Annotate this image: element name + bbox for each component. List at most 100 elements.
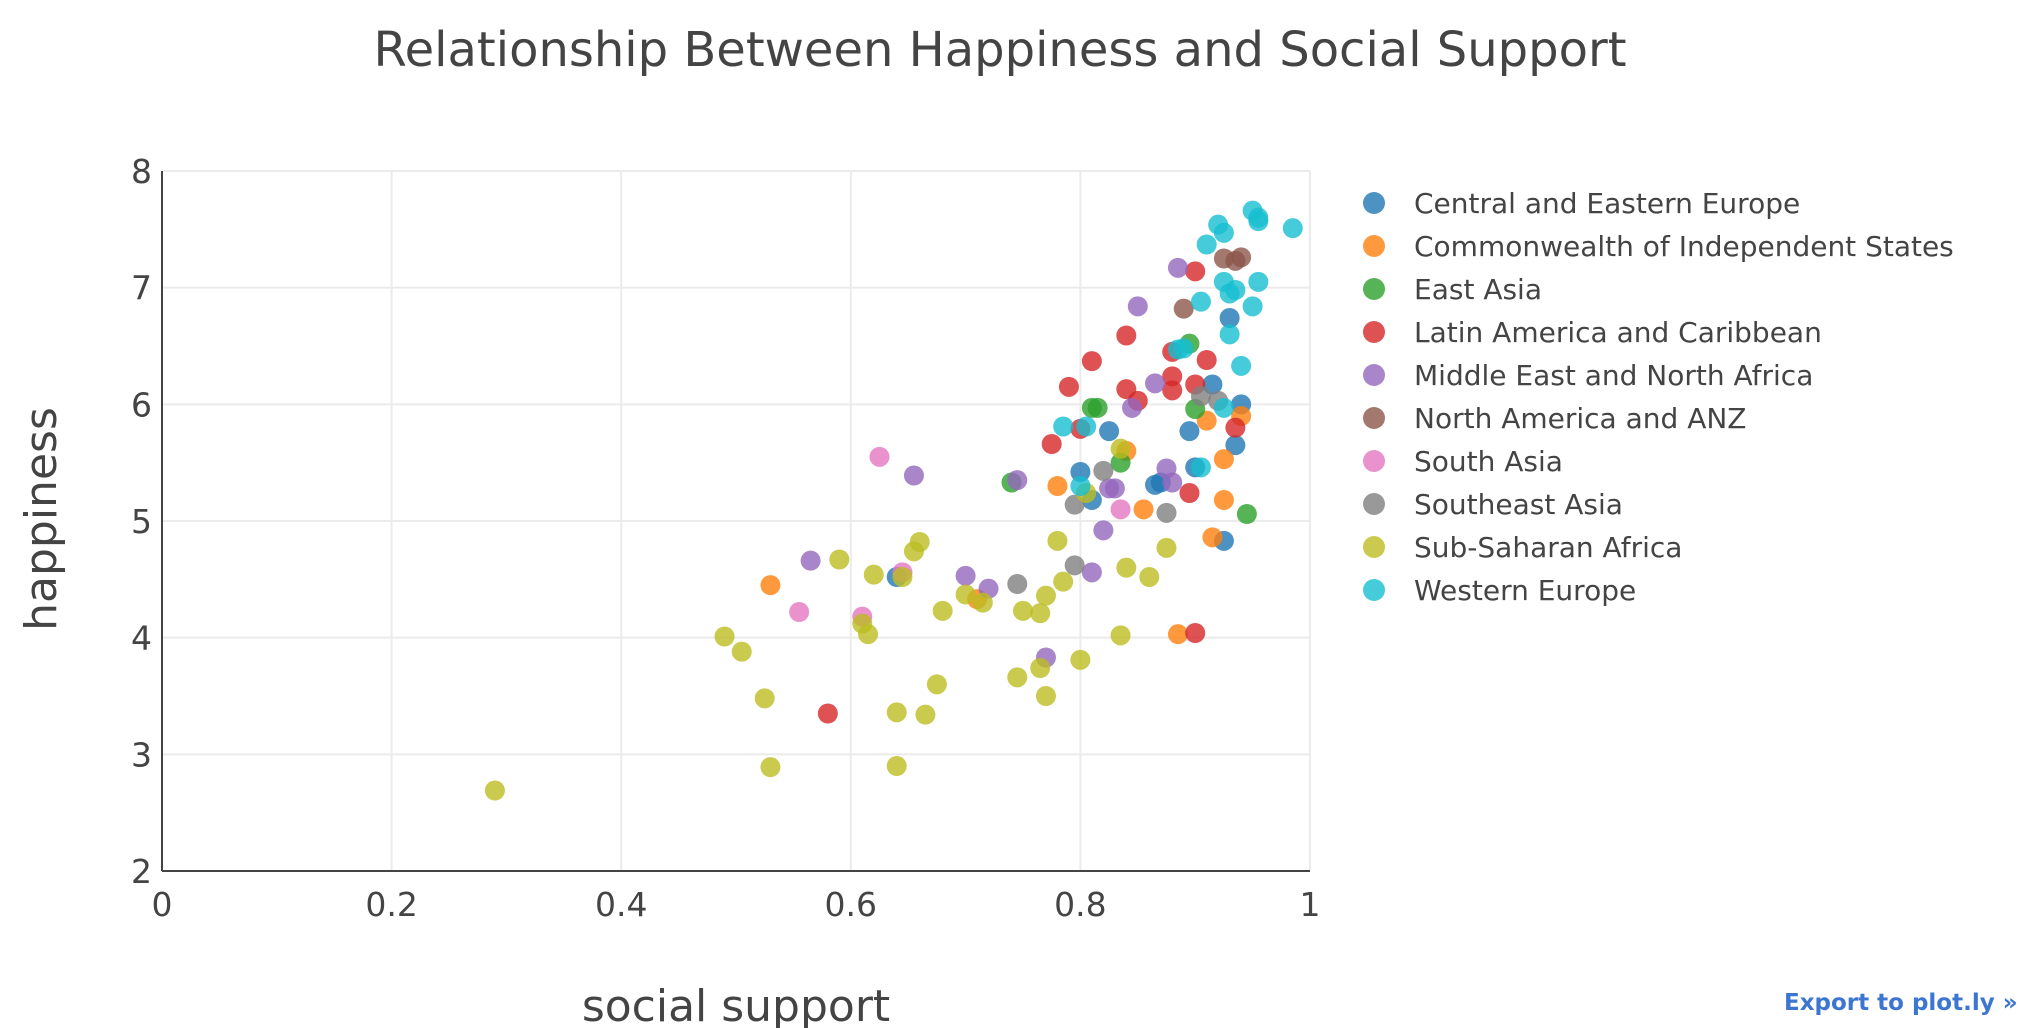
- data-point[interactable]: [1190, 386, 1211, 407]
- data-point[interactable]: [1087, 397, 1108, 418]
- data-point[interactable]: [1179, 483, 1200, 503]
- data-point[interactable]: [1041, 434, 1062, 454]
- data-point[interactable]: [1058, 376, 1079, 397]
- data-point[interactable]: [1116, 325, 1137, 346]
- data-point[interactable]: [1213, 222, 1234, 243]
- data-point[interactable]: [1219, 324, 1240, 345]
- legend-item[interactable]: East Asia: [1363, 273, 1542, 306]
- data-point[interactable]: [1156, 502, 1177, 523]
- legend-item[interactable]: Central and Eastern Europe: [1363, 187, 1800, 220]
- legend-item[interactable]: Commonwealth of Independent States: [1363, 230, 1954, 263]
- data-point[interactable]: [1145, 373, 1166, 394]
- data-point[interactable]: [1202, 527, 1223, 548]
- data-point[interactable]: [858, 624, 879, 645]
- data-point[interactable]: [1219, 308, 1240, 328]
- data-point[interactable]: [869, 446, 890, 467]
- data-point[interactable]: [886, 756, 907, 776]
- legend-item[interactable]: Sub-Saharan Africa: [1363, 531, 1682, 564]
- data-point[interactable]: [1030, 658, 1051, 678]
- data-point[interactable]: [1185, 261, 1206, 282]
- data-point[interactable]: [484, 780, 505, 801]
- data-point[interactable]: [1093, 520, 1114, 541]
- legend-item[interactable]: Middle East and North Africa: [1363, 359, 1813, 392]
- data-point[interactable]: [1225, 435, 1246, 456]
- data-point[interactable]: [1030, 603, 1051, 624]
- data-point[interactable]: [1013, 600, 1033, 621]
- data-point[interactable]: [1242, 296, 1263, 317]
- data-point[interactable]: [754, 688, 775, 709]
- data-point[interactable]: [1162, 366, 1183, 387]
- data-point[interactable]: [1070, 476, 1091, 496]
- data-point[interactable]: [863, 564, 884, 585]
- legend-item[interactable]: North America and ANZ: [1363, 402, 1746, 435]
- data-point[interactable]: [1070, 462, 1091, 482]
- data-point[interactable]: [1179, 421, 1200, 442]
- data-point[interactable]: [926, 674, 947, 695]
- data-point[interactable]: [915, 704, 936, 725]
- data-point[interactable]: [1167, 257, 1188, 278]
- data-point[interactable]: [1225, 280, 1246, 300]
- legend-item[interactable]: Southeast Asia: [1363, 488, 1623, 521]
- data-point[interactable]: [1162, 472, 1183, 493]
- data-point[interactable]: [1156, 537, 1177, 558]
- data-point[interactable]: [731, 641, 752, 662]
- data-point[interactable]: [1231, 355, 1252, 376]
- data-point[interactable]: [1173, 338, 1194, 359]
- data-point[interactable]: [1248, 271, 1269, 292]
- data-point[interactable]: [1007, 574, 1028, 594]
- data-point[interactable]: [932, 600, 953, 621]
- data-point[interactable]: [1093, 460, 1114, 481]
- data-point[interactable]: [1116, 557, 1137, 578]
- data-point[interactable]: [886, 702, 907, 723]
- data-point[interactable]: [1104, 478, 1125, 499]
- legend-item[interactable]: Latin America and Caribbean: [1363, 316, 1822, 349]
- data-point[interactable]: [1081, 562, 1102, 583]
- data-point[interactable]: [1047, 530, 1068, 551]
- data-point[interactable]: [1110, 499, 1131, 520]
- data-point[interactable]: [1213, 490, 1234, 510]
- data-point[interactable]: [1035, 686, 1056, 706]
- data-point[interactable]: [1167, 624, 1188, 645]
- data-point[interactable]: [789, 602, 810, 622]
- data-point[interactable]: [1190, 291, 1211, 312]
- data-point[interactable]: [1070, 649, 1091, 670]
- data-point[interactable]: [1053, 571, 1074, 592]
- data-point[interactable]: [760, 575, 781, 596]
- data-point[interactable]: [1213, 449, 1234, 470]
- data-point[interactable]: [1248, 207, 1269, 228]
- data-point[interactable]: [1110, 452, 1131, 473]
- legend-item[interactable]: Western Europe: [1363, 574, 1636, 607]
- data-point[interactable]: [1196, 350, 1217, 370]
- data-point[interactable]: [714, 626, 735, 647]
- data-point[interactable]: [1122, 397, 1143, 418]
- data-point[interactable]: [760, 757, 781, 778]
- data-point[interactable]: [1064, 555, 1085, 576]
- data-point[interactable]: [1007, 470, 1028, 491]
- data-point[interactable]: [892, 567, 913, 587]
- data-point[interactable]: [1190, 457, 1211, 478]
- legend-item[interactable]: South Asia: [1363, 445, 1563, 478]
- data-point[interactable]: [800, 550, 821, 571]
- data-point[interactable]: [1007, 667, 1028, 688]
- data-point[interactable]: [1035, 585, 1056, 606]
- data-point[interactable]: [1047, 476, 1068, 496]
- data-point[interactable]: [1053, 416, 1074, 437]
- data-point[interactable]: [1133, 499, 1154, 520]
- data-point[interactable]: [1225, 417, 1246, 438]
- export-to-plotly-link[interactable]: Export to plot.ly »: [1784, 990, 2018, 1016]
- data-point[interactable]: [955, 584, 976, 605]
- data-point[interactable]: [903, 465, 924, 486]
- data-point[interactable]: [1196, 234, 1217, 255]
- data-point[interactable]: [909, 532, 930, 552]
- data-point[interactable]: [955, 565, 976, 586]
- data-point[interactable]: [1231, 247, 1252, 268]
- data-point[interactable]: [1236, 504, 1257, 524]
- data-point[interactable]: [972, 592, 993, 613]
- data-point[interactable]: [1076, 416, 1097, 437]
- data-point[interactable]: [1110, 438, 1131, 459]
- data-point[interactable]: [1110, 625, 1131, 646]
- data-point[interactable]: [1162, 380, 1183, 401]
- data-point[interactable]: [1173, 298, 1194, 319]
- data-point[interactable]: [1213, 397, 1234, 418]
- data-point[interactable]: [1139, 567, 1160, 587]
